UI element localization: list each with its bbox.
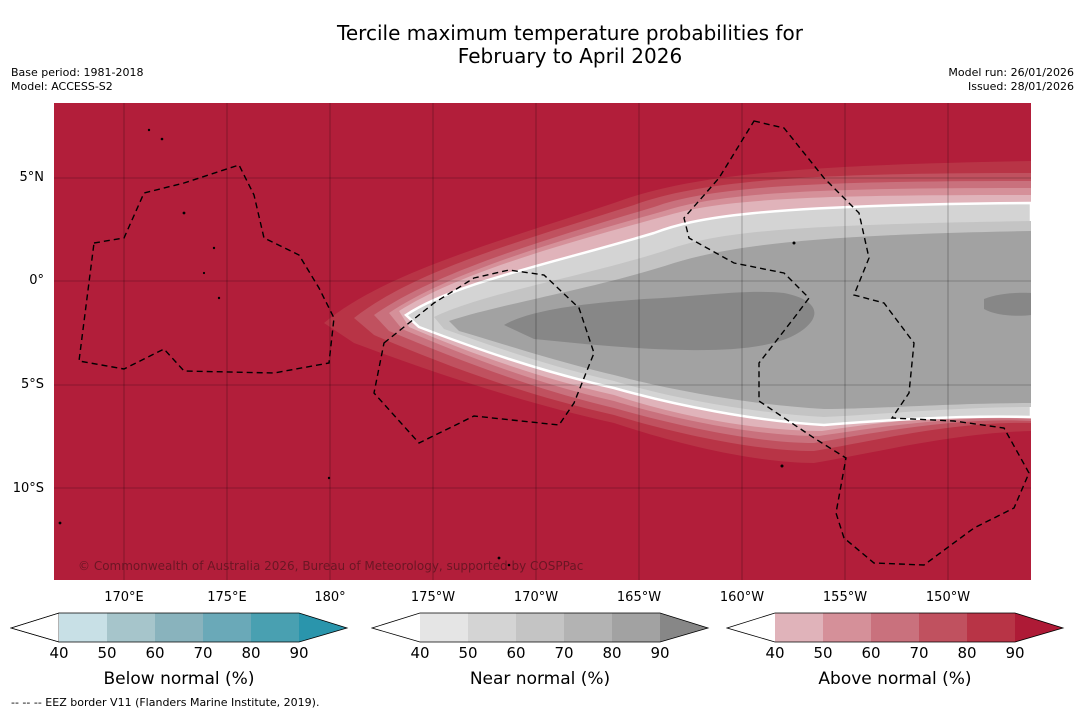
colorbar-near-seg-3 <box>516 613 564 642</box>
colorbar-above-seg-1 <box>775 613 823 642</box>
lat-label-0: 0° <box>29 273 44 288</box>
above-normal-title: Above normal (%) <box>818 669 972 689</box>
probability-map <box>54 103 1031 580</box>
copyright-notice: © Commonwealth of Australia 2026, Bureau… <box>78 559 584 573</box>
colorbar-near-seg-0 <box>372 613 420 642</box>
below-tick-40: 40 <box>49 644 69 662</box>
colorbar-near-seg-2 <box>468 613 516 642</box>
lon-label-150w: 150°W <box>925 590 971 605</box>
lon-label-155w: 155°W <box>822 590 868 605</box>
below-tick-50: 50 <box>97 644 117 662</box>
colorbar-below-seg-3 <box>155 613 203 642</box>
eez-borders <box>78 120 1030 566</box>
base-period: Base period: 1981-2018 <box>11 66 144 79</box>
below-tick-60: 60 <box>145 644 165 662</box>
colorbar-near-seg-6 <box>660 613 708 642</box>
lon-label-180: 180° <box>314 590 346 605</box>
chart-title-line-2: February to April 2026 <box>457 44 683 68</box>
near-normal-title: Near normal (%) <box>469 669 611 689</box>
above-tick-60: 60 <box>861 644 881 662</box>
above-tick-50: 50 <box>813 644 833 662</box>
colorbar-above-seg-3 <box>871 613 919 642</box>
lon-label-160w: 160°W <box>719 590 765 605</box>
meta-left: Base period: 1981-2018 Model: ACCESS-S2 <box>11 66 143 94</box>
below-tick-80: 80 <box>241 644 261 662</box>
above-tick-70: 70 <box>909 644 929 662</box>
eez-footnote: -- -- -- EEZ border V11 (Flanders Marine… <box>11 696 320 709</box>
model-name: Model: ACCESS-S2 <box>11 80 113 93</box>
near-tick-50: 50 <box>458 644 478 662</box>
near-tick-70: 70 <box>554 644 574 662</box>
island-dots <box>58 128 796 567</box>
colorbar-below-seg-5 <box>251 613 299 642</box>
issued-date: Issued: 28/01/2026 <box>967 80 1074 93</box>
colorbar-below-seg-1 <box>59 613 107 642</box>
colorbar-below-seg-4 <box>203 613 251 642</box>
meta-right: Model run: 26/01/2026 Issued: 28/01/2026 <box>948 66 1074 94</box>
colorbar-above-seg-0 <box>727 613 775 642</box>
chart-title-line-1: Tercile maximum temperature probabilitie… <box>337 21 803 45</box>
near-tick-90: 90 <box>650 644 670 662</box>
above-tick-80: 80 <box>957 644 977 662</box>
colorbar-near-seg-4 <box>564 613 612 642</box>
map-svg <box>54 103 1031 580</box>
colorbar-above-seg-2 <box>823 613 871 642</box>
colorbar-near-normal <box>371 612 710 643</box>
colorbar-above-seg-5 <box>967 613 1015 642</box>
lon-label-165w: 165°W <box>616 590 662 605</box>
lat-label-10s: 10°S <box>12 481 44 496</box>
near-normal-band-90 <box>504 291 815 351</box>
below-tick-90: 90 <box>289 644 309 662</box>
colorbar-below-seg-0 <box>10 612 60 643</box>
below-normal-title: Below normal (%) <box>103 669 255 689</box>
near-tick-80: 80 <box>602 644 622 662</box>
colorbar-below-seg-2 <box>107 613 155 642</box>
colorbar-above-seg-4 <box>919 613 967 642</box>
near-tick-40: 40 <box>410 644 430 662</box>
model-run: Model run: 26/01/2026 <box>948 66 1074 79</box>
near-tick-60: 60 <box>506 644 526 662</box>
chart-title: Tercile maximum temperature probabilitie… <box>0 22 1085 68</box>
lat-label-5s: 5°S <box>20 377 44 392</box>
below-tick-70: 70 <box>193 644 213 662</box>
colorbar-below-seg-6 <box>299 613 347 642</box>
colorbar-near-seg-1 <box>420 613 468 642</box>
lat-label-5n: 5°N <box>19 170 45 185</box>
lon-label-175e: 175°E <box>207 590 247 605</box>
grid-lines <box>54 103 1031 580</box>
near-normal-band-90-east <box>984 292 1031 316</box>
colorbar-above-seg-6 <box>1015 613 1063 642</box>
colorbar-above-normal <box>726 612 1065 643</box>
above-tick-40: 40 <box>765 644 785 662</box>
colorbar-below-normal <box>10 612 349 643</box>
lon-label-170w: 170°W <box>513 590 559 605</box>
lon-label-170e: 170°E <box>104 590 144 605</box>
lon-label-175w: 175°W <box>410 590 456 605</box>
above-tick-90: 90 <box>1005 644 1025 662</box>
colorbar-near-seg-5 <box>612 613 660 642</box>
